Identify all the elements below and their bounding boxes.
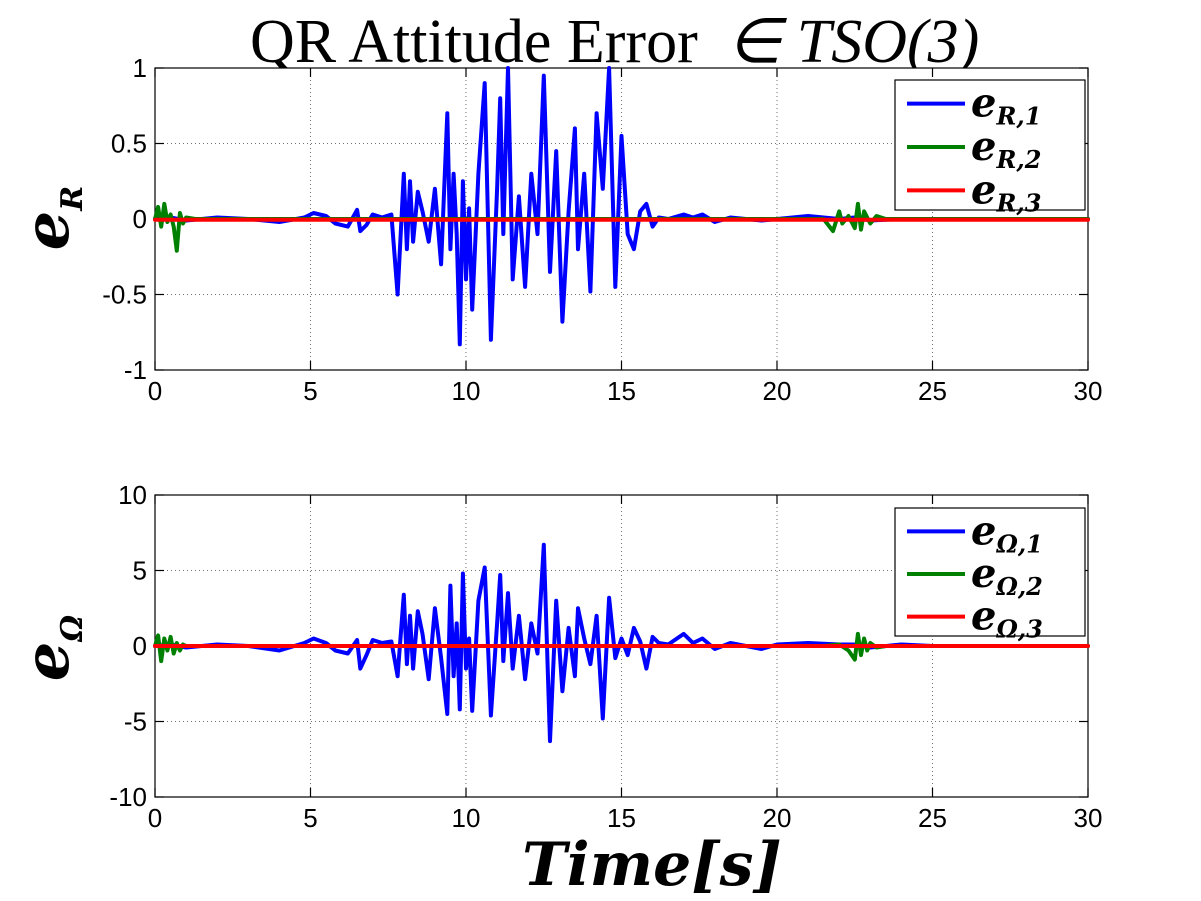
legend-label-3: eΩ,3 bbox=[971, 593, 1043, 644]
x-tick-label: 30 bbox=[1074, 376, 1103, 406]
legend-label-2: eR,2 bbox=[971, 123, 1041, 174]
y-axis-label-main: e bbox=[10, 211, 83, 250]
legend-label-2: eΩ,2 bbox=[971, 550, 1043, 601]
x-tick-label: 5 bbox=[303, 376, 317, 406]
x-tick-label: 20 bbox=[763, 376, 792, 406]
y-tick-label: 10 bbox=[118, 480, 147, 510]
x-tick-label: 0 bbox=[148, 803, 162, 833]
x-tick-label: 0 bbox=[148, 376, 162, 406]
y-axis-label-main: e bbox=[10, 642, 83, 681]
legend: eΩ,1eΩ,2eΩ,3 bbox=[894, 507, 1086, 644]
x-tick-label: 5 bbox=[303, 803, 317, 833]
y-tick-label: 0.5 bbox=[111, 129, 147, 159]
y-axis-label-subscript: R bbox=[55, 186, 90, 212]
figure-title: QR Attitude Error ∈ TSO(3) bbox=[250, 8, 979, 76]
legend-label-1: eR,1 bbox=[971, 80, 1041, 131]
y-axis-label: eR bbox=[10, 186, 90, 250]
y-axis-label: eΩ bbox=[10, 615, 90, 681]
x-tick-label: 10 bbox=[452, 376, 481, 406]
y-tick-label: 5 bbox=[133, 556, 147, 586]
legend: eR,1eR,2eR,3 bbox=[894, 79, 1086, 217]
y-tick-label: -5 bbox=[124, 707, 147, 737]
y-tick-label: 1 bbox=[133, 53, 147, 83]
x-tick-label: 25 bbox=[918, 376, 947, 406]
x-tick-label: 15 bbox=[607, 376, 636, 406]
y-tick-label: -1 bbox=[124, 355, 147, 385]
y-axis-label-subscript: Ω bbox=[55, 615, 90, 643]
y-tick-label: -0.5 bbox=[102, 280, 147, 310]
y-tick-label: -10 bbox=[109, 782, 147, 812]
x-tick-label: 10 bbox=[452, 803, 481, 833]
x-tick-label: 15 bbox=[607, 803, 636, 833]
figure-title-text: QR Attitude Error bbox=[250, 8, 698, 76]
legend-label-3: eR,3 bbox=[971, 166, 1041, 217]
figure-title-math: ∈ TSO(3) bbox=[727, 8, 979, 76]
x-tick-label: 20 bbox=[763, 803, 792, 833]
x-tick-label: 25 bbox=[918, 803, 947, 833]
y-tick-label: 0 bbox=[133, 631, 147, 661]
series-line-1 bbox=[153, 542, 1090, 744]
x-axis-label: Time[s] bbox=[522, 830, 782, 900]
legend-label-1: eΩ,1 bbox=[971, 507, 1043, 558]
x-tick-label: 30 bbox=[1074, 803, 1103, 833]
y-tick-label: 0 bbox=[133, 204, 147, 234]
